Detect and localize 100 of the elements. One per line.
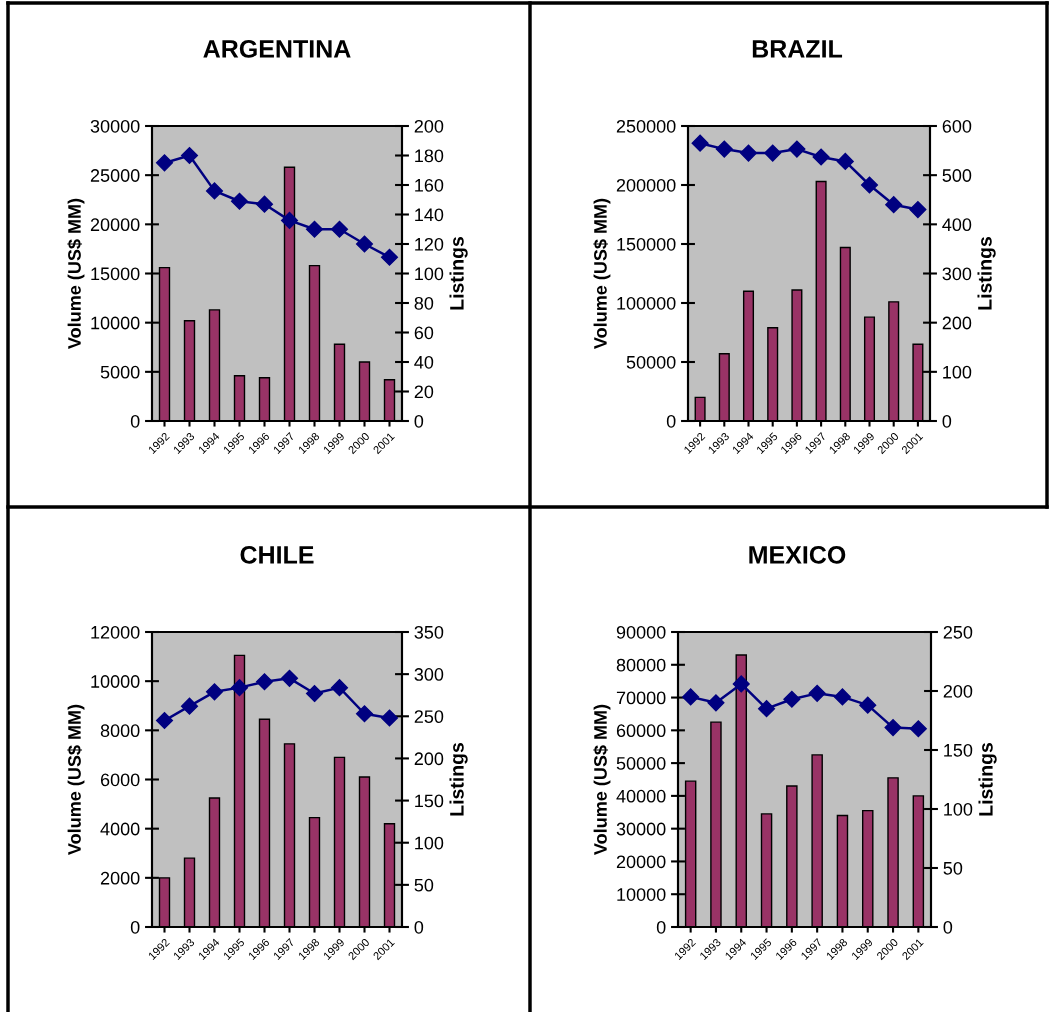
bar bbox=[258, 377, 271, 421]
bar bbox=[208, 309, 221, 421]
point bbox=[757, 700, 776, 718]
bar bbox=[233, 375, 246, 421]
bar bbox=[333, 756, 346, 927]
y-tick-label: 8000 bbox=[100, 724, 140, 738]
bar bbox=[735, 654, 748, 927]
y-tick-label: 4000 bbox=[100, 822, 140, 836]
bar bbox=[358, 776, 371, 927]
y-tick-label: 0 bbox=[656, 920, 666, 934]
y2-tick-label: 200 bbox=[414, 119, 444, 133]
y2-axis-title: Listings bbox=[449, 743, 468, 816]
y-tick-label: 10000 bbox=[91, 316, 140, 330]
y-tick-label: 25000 bbox=[90, 169, 140, 182]
point bbox=[205, 182, 224, 200]
bar bbox=[283, 166, 296, 421]
y-tick-label: 80000 bbox=[616, 658, 666, 672]
bar bbox=[333, 343, 346, 421]
bar bbox=[815, 180, 827, 421]
y-tick-label: 100000 bbox=[617, 296, 676, 310]
y-tick-label: 90000 bbox=[616, 625, 666, 639]
bar bbox=[694, 396, 706, 421]
y2-tick-label: 160 bbox=[415, 178, 444, 192]
chart-title: CHILE bbox=[240, 546, 314, 564]
y2-tick-label: 140 bbox=[415, 208, 444, 222]
y2-tick-label: 100 bbox=[944, 802, 973, 816]
y2-tick-label: 200 bbox=[942, 316, 972, 330]
point bbox=[707, 694, 725, 712]
y2-tick-label: 200 bbox=[414, 752, 444, 766]
y-tick-label: 30000 bbox=[90, 119, 140, 133]
bar bbox=[233, 654, 246, 927]
y-tick-label: 250000 bbox=[616, 119, 676, 133]
y2-tick-label: 20 bbox=[414, 385, 434, 399]
point bbox=[180, 146, 199, 165]
bar bbox=[308, 816, 321, 927]
y2-tick-label: 50 bbox=[414, 878, 434, 892]
y-tick-label: 50000 bbox=[626, 355, 676, 369]
y2-tick-label: 150 bbox=[415, 794, 444, 808]
y2-tick-label: 100 bbox=[943, 365, 972, 379]
point bbox=[783, 690, 801, 708]
y2-tick-label: 100 bbox=[415, 836, 444, 850]
y2-tick-label: 0 bbox=[943, 920, 953, 934]
point bbox=[180, 697, 199, 715]
point bbox=[732, 675, 750, 693]
bar bbox=[718, 353, 730, 421]
y2-tick-label: 350 bbox=[414, 625, 444, 639]
bar bbox=[887, 777, 899, 927]
point bbox=[330, 679, 349, 697]
point bbox=[380, 248, 399, 266]
point bbox=[280, 211, 299, 229]
y2-axis-title: Listings bbox=[977, 237, 996, 310]
bar bbox=[839, 246, 851, 421]
point bbox=[884, 719, 902, 737]
y2-tick-label: 120 bbox=[415, 237, 444, 251]
bar bbox=[358, 361, 371, 421]
point bbox=[280, 669, 299, 687]
y-tick-label: 40000 bbox=[616, 789, 666, 803]
bar bbox=[888, 301, 900, 421]
y-tick-label: 70000 bbox=[616, 691, 666, 705]
bar bbox=[861, 809, 874, 927]
point bbox=[833, 688, 852, 706]
y-tick-label: 20000 bbox=[90, 218, 140, 232]
y-tick-label: 0 bbox=[666, 414, 676, 428]
y2-tick-label: 180 bbox=[415, 149, 444, 163]
y2-tick-label: 250 bbox=[414, 710, 444, 724]
point bbox=[205, 683, 224, 701]
point bbox=[739, 144, 758, 162]
y2-tick-label: 600 bbox=[942, 119, 972, 133]
y-tick-label: 30000 bbox=[616, 822, 666, 836]
point bbox=[355, 235, 374, 253]
bar bbox=[183, 857, 196, 927]
point bbox=[909, 720, 927, 738]
y2-tick-label: 400 bbox=[942, 218, 972, 232]
bar bbox=[710, 721, 722, 927]
y2-axis-title: Listings bbox=[449, 237, 468, 310]
point bbox=[155, 154, 174, 172]
y2-tick-label: 150 bbox=[944, 743, 973, 757]
point bbox=[305, 684, 324, 703]
bar bbox=[811, 754, 823, 927]
y-tick-label: 200000 bbox=[616, 178, 676, 192]
bar bbox=[863, 316, 876, 421]
point bbox=[836, 152, 854, 170]
point bbox=[380, 709, 399, 727]
chart-title: ARGENTINA bbox=[203, 40, 351, 58]
y-tick-label: 10000 bbox=[91, 675, 140, 688]
bar bbox=[742, 290, 755, 421]
bar bbox=[836, 814, 849, 927]
point bbox=[764, 144, 782, 162]
point bbox=[909, 201, 927, 219]
y2-tick-label: 40 bbox=[414, 355, 434, 369]
point bbox=[255, 195, 274, 213]
y2-tick-label: 200 bbox=[943, 684, 973, 698]
y2-tick-label: 300 bbox=[942, 267, 972, 281]
chart-title: BRAZIL bbox=[752, 40, 843, 58]
y2-tick-label: 0 bbox=[414, 414, 424, 428]
y2-tick-label: 60 bbox=[414, 326, 434, 340]
point bbox=[691, 134, 709, 152]
y-tick-label: 0 bbox=[130, 414, 140, 428]
y2-tick-label: 500 bbox=[942, 169, 972, 182]
point bbox=[230, 192, 249, 210]
